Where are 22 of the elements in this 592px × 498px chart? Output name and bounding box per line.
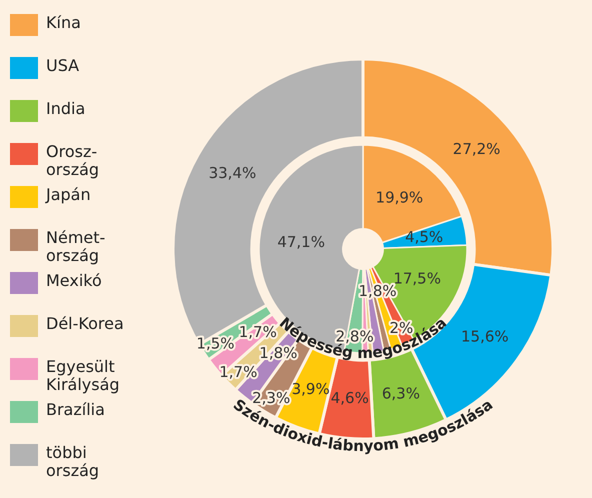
legend-label: Brazília [46,400,106,419]
data-label: 19,9% [376,188,424,207]
legend-label: Kína [46,13,82,32]
data-label: 6,3% [382,384,420,403]
data-label: 1,7% [219,362,258,381]
legend-label: Német-ország [46,228,106,265]
data-label: 33,4% [208,164,256,182]
data-label: 2% [389,319,414,338]
legend-label: Mexikó [46,271,103,290]
legend-label: Japán [46,185,92,204]
data-label: 4,5% [405,228,444,246]
data-label: 27,2% [452,140,500,158]
legend-label: USA [46,56,80,75]
data-label: 47,1% [277,233,325,252]
data-label: 1,7% [238,323,277,342]
data-label: 15,6% [461,327,509,346]
legend-label: Dél-Korea [46,314,125,333]
legend-label: India [46,99,86,118]
legend-label: Egyesült Királyság [46,357,121,394]
legend-label: Orosz-ország [46,142,100,179]
legend-label: többi ország [46,443,100,480]
data-label: 4,6% [330,388,369,407]
